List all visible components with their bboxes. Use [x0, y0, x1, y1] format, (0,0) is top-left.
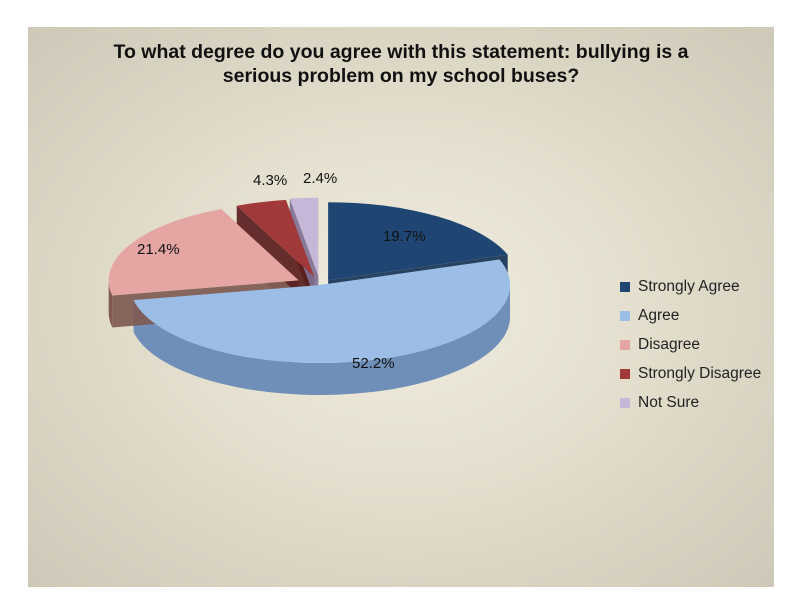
- legend-label: Not Sure: [638, 393, 700, 411]
- legend-swatch: [620, 397, 630, 408]
- pie-slice-not-sure: [289, 197, 319, 276]
- legend-swatch: [620, 339, 630, 350]
- data-label-2: 21.4%: [137, 241, 180, 258]
- data-label-1: 52.2%: [352, 355, 395, 372]
- legend-item-not-sure: Not Sure: [620, 388, 761, 417]
- legend-swatch: [620, 281, 630, 292]
- pie-slice-agree: [133, 259, 510, 363]
- pie-side-1: [133, 285, 510, 396]
- chart-title: To what degree do you agree with this st…: [28, 40, 774, 88]
- legend-label: Strongly Disagree: [638, 364, 762, 382]
- legend-swatch: [620, 310, 630, 321]
- legend-swatch: [620, 368, 630, 379]
- data-label-4: 2.4%: [303, 170, 337, 187]
- chart-area: To what degree do you agree with this st…: [28, 27, 774, 587]
- pie-cut-3-0: [236, 205, 315, 309]
- pie-side-2: [108, 280, 113, 328]
- pie-slice-strongly-disagree: [236, 199, 315, 277]
- legend: Strongly Agree Agree Disagree Strongly Disa…: [620, 272, 761, 417]
- legend-label: Disagree: [638, 335, 701, 353]
- pie-chart: 19.7% 52.2% 21.4% 4.3% 2.4%: [108, 170, 510, 396]
- chart-title-line-2: serious problem on my school buses?: [222, 65, 580, 87]
- legend-item-disagree: Disagree: [620, 330, 761, 359]
- legend-label: Strongly Agree: [638, 277, 740, 295]
- legend-item-agree: Agree: [620, 301, 761, 330]
- data-label-0: 19.7%: [383, 228, 426, 245]
- chart-title-line-1: To what degree do you agree with this st…: [113, 41, 689, 63]
- legend-label: Agree: [638, 306, 680, 324]
- legend-item-strongly-disagree: Strongly Disagree: [620, 359, 761, 388]
- data-label-3: 4.3%: [253, 172, 287, 189]
- pie-slice-disagree: [108, 209, 299, 296]
- legend-item-strongly-agree: Strongly Agree: [620, 272, 761, 301]
- pie-slice-strongly-agree: [328, 202, 508, 281]
